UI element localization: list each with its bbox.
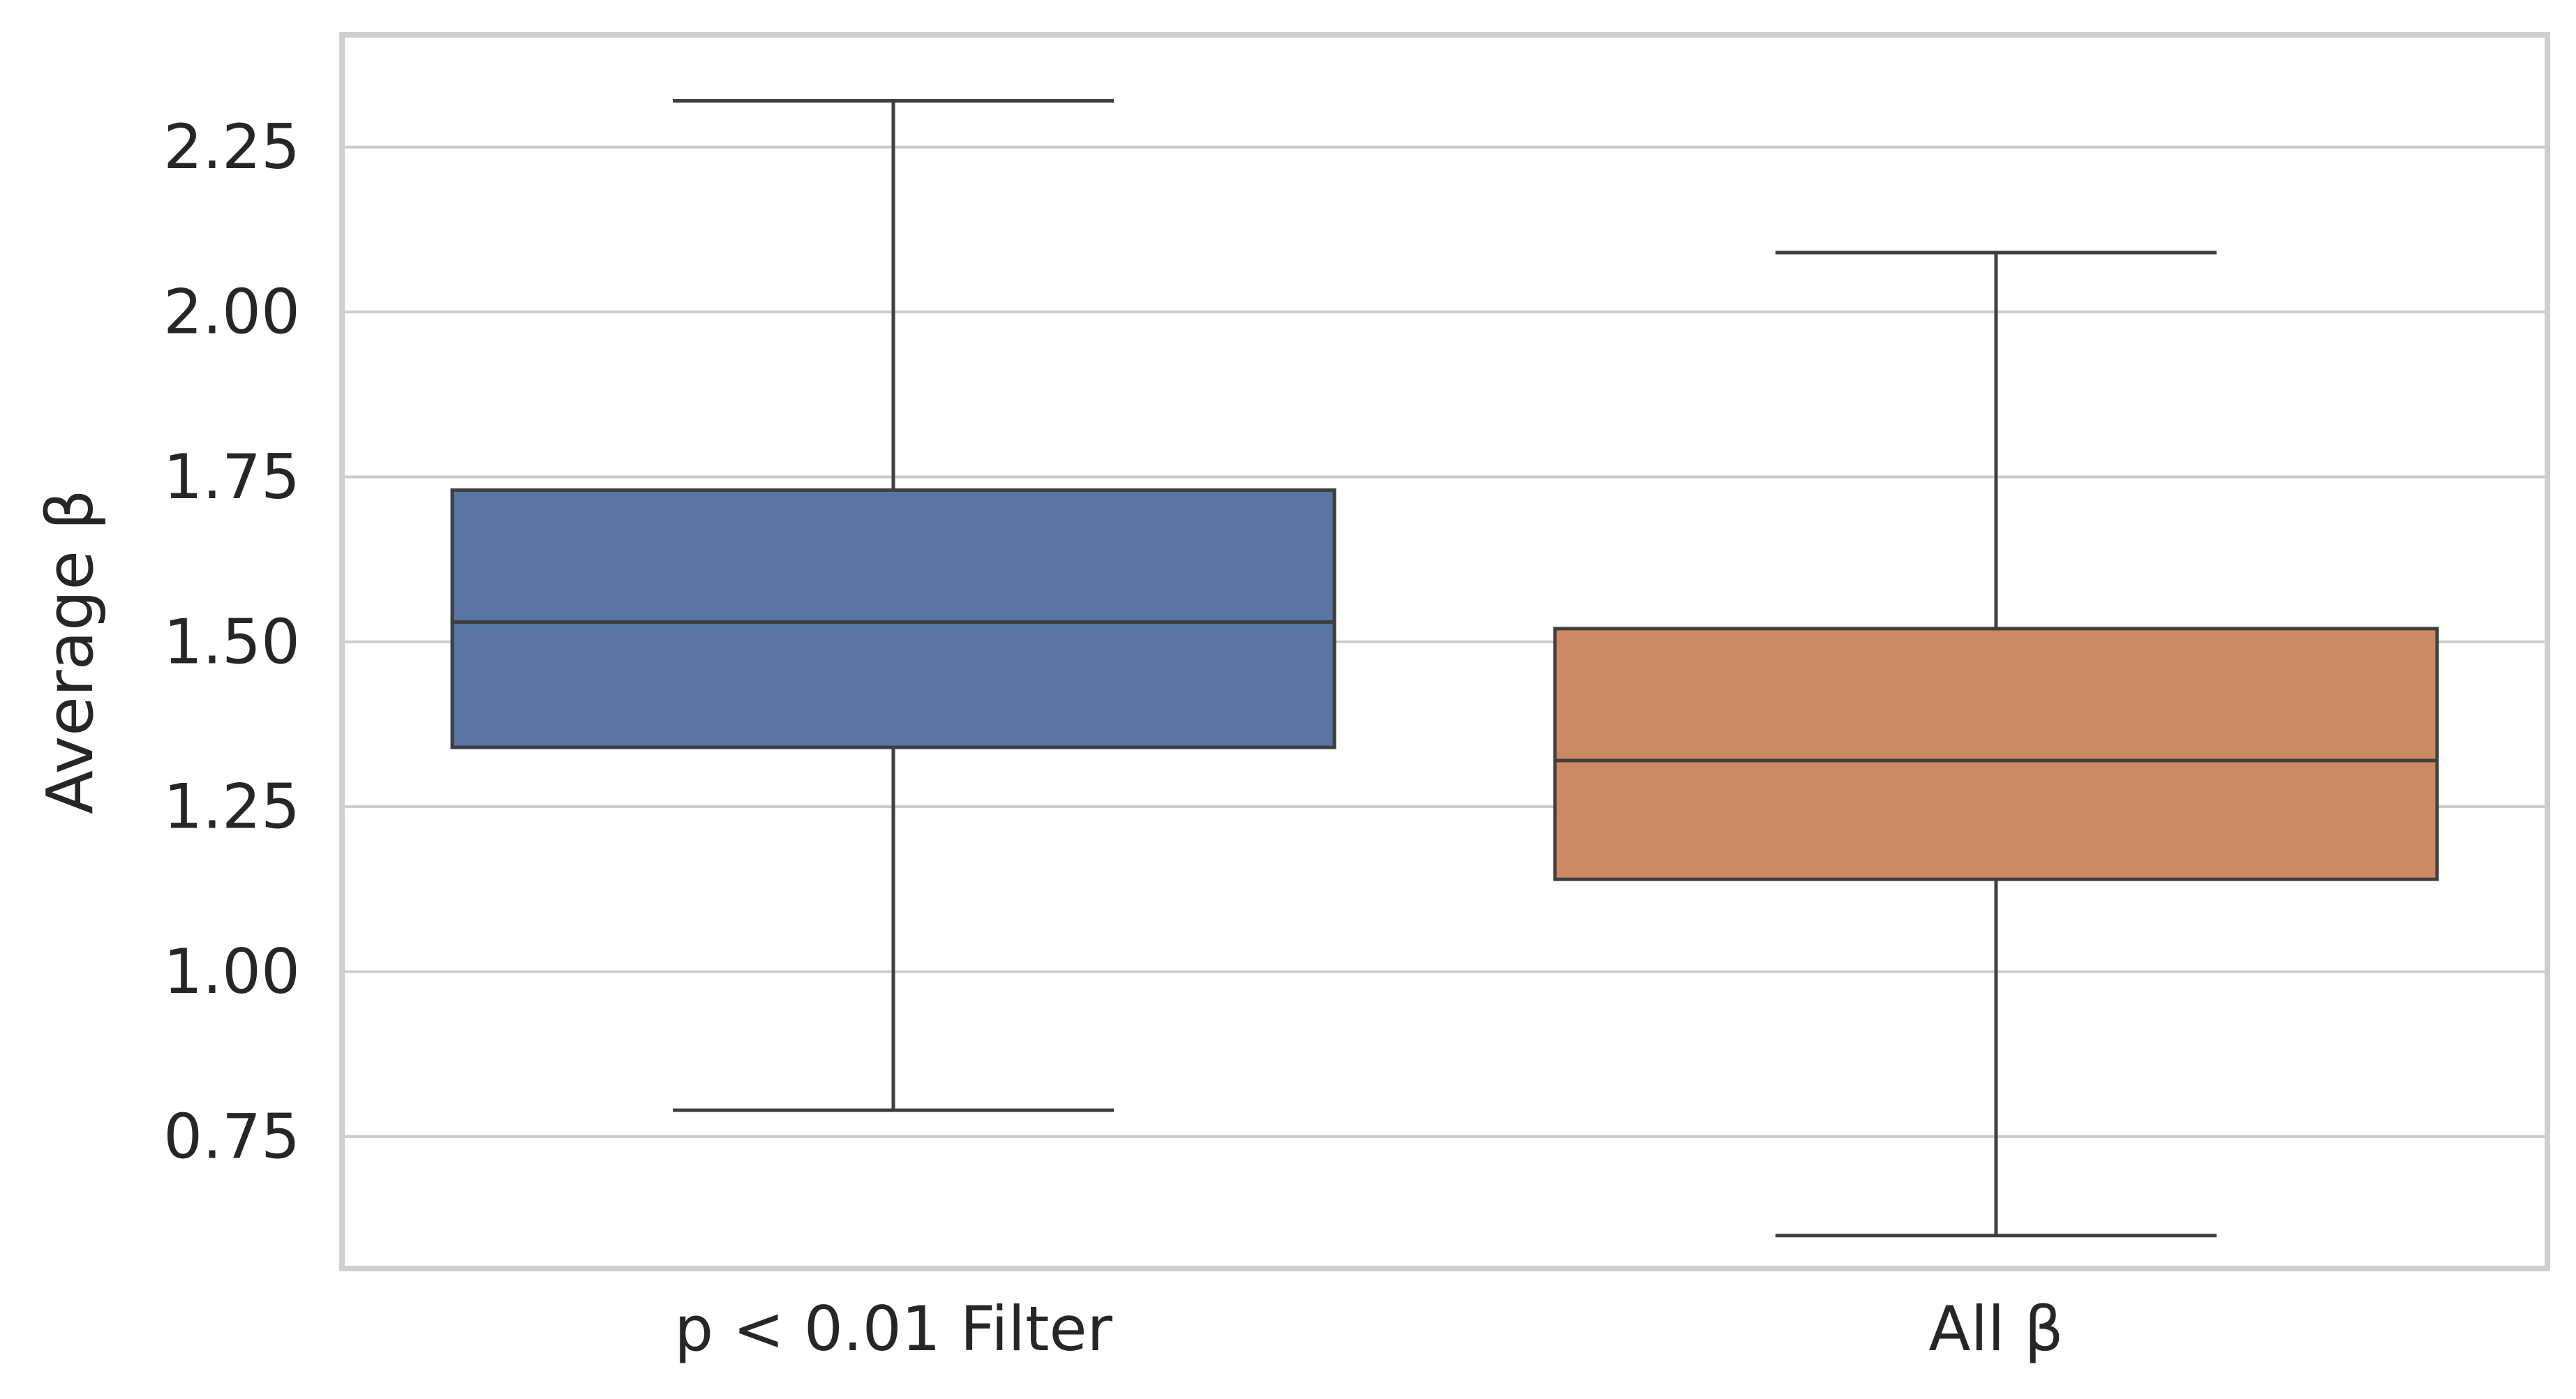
box-1 [1553, 250, 2439, 1238]
iqr-box [450, 488, 1337, 749]
y-tick-label: 2.25 [163, 111, 300, 183]
y-axis-ticks: 0.75 1.00 1.25 1.50 1.75 2.00 2.25 [163, 111, 300, 1172]
x-tick-label: p < 0.01 Filter [674, 1293, 1112, 1365]
y-tick-label: 1.25 [163, 771, 300, 843]
x-tick-label: All β [1928, 1293, 2063, 1365]
plot-frame [339, 32, 2550, 1271]
box-layer [450, 99, 2439, 1238]
y-axis-label: Average β [33, 489, 107, 814]
y-tick-label: 1.50 [163, 606, 300, 678]
x-axis-ticks: p < 0.01 Filter All β [674, 1293, 2063, 1365]
y-tick-label: 1.75 [163, 441, 300, 513]
iqr-box [1553, 627, 2439, 881]
y-tick-label: 0.75 [163, 1100, 300, 1172]
y-tick-label: 1.00 [163, 936, 300, 1008]
y-tick-label: 2.00 [163, 276, 300, 348]
box-0 [450, 99, 1337, 1112]
